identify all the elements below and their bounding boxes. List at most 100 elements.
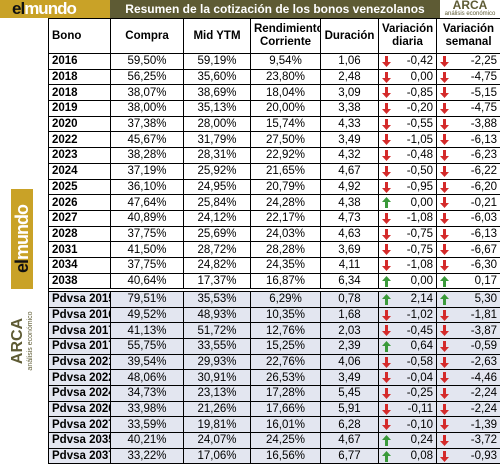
cell-text: -0,04 <box>406 371 433 384</box>
trend-arrow-down <box>440 325 449 337</box>
table-cell: -6,22 <box>436 162 500 180</box>
table-cell: 23,13% <box>183 384 251 402</box>
cell-text: -6,13 <box>470 133 497 146</box>
table-cell: 4,38 <box>320 194 379 211</box>
cell-text: 34,73% <box>127 387 167 400</box>
table-row: Pdvsa 2024 34,73% 23,13% 17,28% 5,45 -0,25 -2,… <box>48 384 500 402</box>
table-cell: -0,55 <box>378 115 437 133</box>
cell-text: 48,06% <box>127 371 167 384</box>
table-cell: 2022 <box>48 131 111 149</box>
cell-text: 3,49 <box>338 133 361 146</box>
cell-text: 23,80% <box>265 71 305 84</box>
cell-text: 3,38 <box>338 102 361 115</box>
cell-text: 23,13% <box>197 387 237 400</box>
arrow-shape <box>382 181 391 193</box>
cell-text: -1,08 <box>406 212 433 225</box>
table-cell: 35,60% <box>183 68 251 86</box>
table-cell: 17,37% <box>183 272 251 290</box>
table-cell: 24,82% <box>183 256 251 274</box>
arrow-shape <box>440 118 449 130</box>
cell-text: 4,67 <box>338 165 361 178</box>
cell-text: -3,88 <box>470 118 497 131</box>
table-cell: -0,11 <box>378 400 437 418</box>
table-cell: -3,72 <box>436 432 500 449</box>
trend-arrow-down <box>382 134 391 146</box>
cell-text: 40,89% <box>127 212 167 225</box>
table-row: Pdvsa 2027 33,59% 19,81% 16,01% 6,28 -0,10 -1,… <box>48 416 500 433</box>
cell-text: -0,10 <box>406 418 433 431</box>
trend-arrow-down <box>440 134 449 146</box>
cell-text: 27,50% <box>265 133 305 146</box>
table-row: Pdvsa 2026 33,98% 21,26% 17,66% 5,91 -0,11 -2,… <box>48 400 500 418</box>
arrow-shape <box>440 372 449 384</box>
cell-text: 1,68 <box>338 308 361 321</box>
table-cell: 0,08 <box>378 447 437 465</box>
cell-text: Pdvsa 2024 <box>52 387 111 400</box>
table-cell: 40,21% <box>110 432 184 449</box>
table-cell: 20,00% <box>250 100 321 117</box>
cell-text: 0,00 <box>410 196 433 209</box>
table-cell: -2,25 <box>436 53 500 70</box>
cell-text: 2034 <box>52 259 78 272</box>
table-cell: 0,78 <box>320 290 379 308</box>
cell-text: 25,69% <box>197 227 237 240</box>
table-row: 2016 59,50% 59,19% 9,54% 1,06 -0,42 -2,25 <box>48 53 500 70</box>
table-cell: 59,50% <box>110 53 184 70</box>
table-cell: 34,73% <box>110 384 184 402</box>
arrow-shape <box>440 259 449 271</box>
cell-text: -0,85 <box>406 86 433 99</box>
cell-text: -0,48 <box>406 149 433 162</box>
cell-text: -3,87 <box>470 324 497 337</box>
table-cell: 38,69% <box>183 84 251 102</box>
table-cell: 9,54% <box>250 53 321 70</box>
trend-arrow-down <box>440 197 449 209</box>
cell-text: 6,77 <box>338 450 361 463</box>
cell-text: 4,38 <box>338 196 361 209</box>
table-cell: -6,13 <box>436 131 500 149</box>
cell-text: 2,39 <box>338 340 361 353</box>
trend-arrow-down <box>382 259 391 271</box>
cell-text: -0,58 <box>406 355 433 368</box>
table-cell: 24,95% <box>183 178 251 196</box>
cell-text: 24,35% <box>265 259 305 272</box>
cell-text: 37,75% <box>127 227 167 240</box>
cell-text: 21,26% <box>197 402 237 415</box>
table-row: 2024 37,19% 25,92% 21,65% 4,67 -0,50 -6,22 <box>48 162 500 180</box>
cell-text: 22,92% <box>265 149 305 162</box>
cell-text: 5,30 <box>474 293 497 306</box>
table-cell: -0,25 <box>378 384 437 402</box>
arrow-shape <box>382 340 391 352</box>
cell-text: -4,75 <box>470 102 497 115</box>
table-cell: -0,50 <box>378 162 437 180</box>
cell-text: 2018 <box>52 71 78 84</box>
arrow-shape <box>382 309 391 321</box>
table-cell: 16,56% <box>250 447 321 465</box>
cell-text: Pdvsa 2016 <box>52 308 111 321</box>
cell-text: 2023 <box>52 149 78 162</box>
trend-arrow-up <box>440 293 449 305</box>
arrow-shape <box>382 372 391 384</box>
cell-text: Pdvsa 2035 <box>52 434 111 447</box>
cell-text: 59,19% <box>197 55 237 68</box>
table-cell: 5,45 <box>320 384 379 402</box>
table-cell: 37,38% <box>110 115 184 133</box>
table-cell: 4,92 <box>320 178 379 196</box>
trend-arrow-down <box>440 228 449 240</box>
brand-text: ARCA <box>9 317 26 365</box>
cell-text: 9,54% <box>269 55 302 68</box>
table-cell: 2,14 <box>378 290 437 308</box>
cell-text: 1,06 <box>338 55 361 68</box>
table-cell: 2,48 <box>320 68 379 86</box>
cell-text: Pdvsa 2017 <box>52 324 111 337</box>
cell-text: -6,23 <box>470 149 497 162</box>
trend-arrow-down <box>382 372 391 384</box>
cell-text: 4,63 <box>338 227 361 240</box>
brand-subtext: análisis económico <box>27 311 34 371</box>
brand-text: ARCA <box>452 0 488 12</box>
arrow-shape <box>440 325 449 337</box>
cell-text: 2,48 <box>338 71 361 84</box>
brand-text: el <box>12 260 32 274</box>
table-cell: 25,69% <box>183 225 251 243</box>
arrow-shape <box>440 450 449 462</box>
